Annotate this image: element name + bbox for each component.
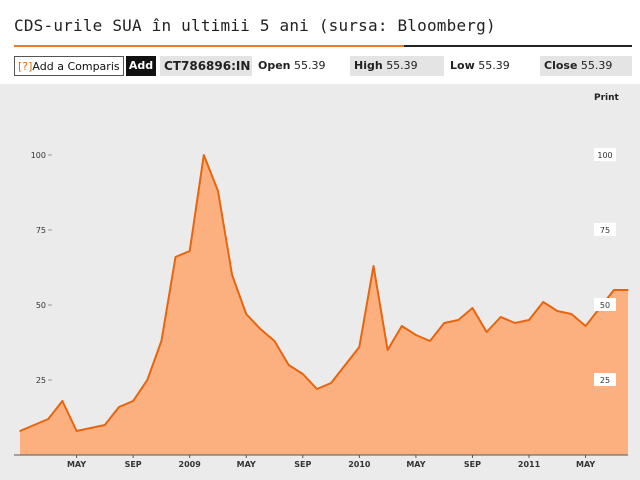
data-point-2008-05: [75, 430, 78, 432]
help-icon[interactable]: [?]: [18, 60, 33, 73]
high-label: High: [354, 59, 383, 72]
y-tick-label-left: 25: [36, 376, 46, 385]
x-tick-label: SEP: [464, 460, 481, 469]
title-rule: [270, 45, 632, 47]
y-tick-label-right: 75: [600, 226, 610, 235]
data-point-2010-10: [485, 331, 488, 333]
data-point-2008-01: [19, 430, 21, 432]
comparison-input[interactable]: [?]Add a Comparis: [14, 56, 124, 76]
add-comparison-button[interactable]: Add: [126, 56, 156, 76]
data-point-2010-03: [386, 349, 389, 351]
data-point-2011-05: [584, 325, 587, 327]
x-tick-label: MAY: [576, 460, 595, 469]
y-tick-label-right-bg: [594, 148, 616, 161]
data-point-2011-04: [570, 313, 573, 315]
high-stat: High 55.39: [350, 56, 444, 76]
data-point-2010-01: [358, 346, 361, 348]
data-point-2009-04: [231, 274, 233, 276]
quote-toolbar: [?]Add a Comparis Add CT786896:IN Open 5…: [0, 54, 640, 78]
data-point-2008-10: [146, 379, 149, 381]
data-point-2011-08: [627, 289, 629, 291]
data-point-2011-03: [556, 310, 559, 312]
data-point-2010-05: [415, 334, 417, 336]
data-point-2009-02: [203, 154, 205, 156]
y-tick-label-right: 25: [600, 376, 610, 385]
close-stat: Close 55.39: [540, 56, 632, 76]
data-point-2009-10: [316, 388, 318, 390]
data-point-2009-12: [344, 364, 347, 366]
data-point-2008-07: [104, 424, 106, 426]
y-tick-label-right: 50: [600, 301, 610, 310]
data-point-2009-08: [287, 364, 290, 366]
data-point-2009-05: [245, 313, 247, 315]
data-point-2008-03: [47, 418, 50, 420]
data-point-2008-04: [61, 400, 64, 402]
data-point-2010-04: [401, 325, 403, 327]
title-accent-rule: [14, 45, 404, 47]
data-point-2011-07: [613, 289, 615, 291]
y-tick-label-left: 50: [36, 301, 46, 310]
comparison-placeholder: Add a Comparis: [32, 60, 120, 73]
y-tick-label-left: 75: [36, 226, 46, 235]
y-tick-label-right-bg: [594, 373, 616, 386]
data-point-2009-01: [188, 250, 191, 252]
series-area: [20, 155, 628, 455]
ticker-symbol: CT786896:IN: [160, 56, 252, 76]
data-point-2009-11: [330, 382, 332, 384]
y-tick-label-right-bg: [594, 298, 616, 311]
data-point-2008-08: [118, 406, 120, 408]
data-point-2008-02: [33, 424, 35, 426]
data-point-2009-03: [217, 190, 219, 192]
open-value: 55.39: [294, 59, 326, 72]
data-point-2011-02: [542, 301, 544, 303]
data-point-2008-11: [160, 340, 163, 342]
data-point-2010-11: [499, 316, 502, 318]
y-tick-label-right: 100: [597, 151, 612, 160]
data-point-2010-06: [429, 340, 431, 342]
data-point-2009-07: [273, 340, 276, 342]
x-tick-label: SEP: [125, 460, 142, 469]
x-tick-label: SEP: [294, 460, 311, 469]
data-point-2010-02: [372, 265, 375, 267]
x-tick-label: MAY: [406, 460, 425, 469]
data-point-2008-12: [174, 256, 177, 258]
x-tick-label: 2009: [179, 460, 202, 469]
y-tick-label-right-bg: [594, 223, 616, 236]
x-tick-label: 2010: [348, 460, 371, 469]
open-label: Open: [258, 59, 291, 72]
low-stat: Low 55.39: [446, 56, 538, 76]
data-point-2011-01: [528, 319, 530, 321]
print-button[interactable]: Print: [594, 93, 619, 103]
chart-title: CDS-urile SUA în ultimii 5 ani (sursa: B…: [14, 16, 496, 35]
data-point-2010-08: [457, 319, 460, 321]
low-value: 55.39: [478, 59, 510, 72]
high-value: 55.39: [386, 59, 418, 72]
close-value: 55.39: [580, 59, 613, 72]
data-point-2010-12: [514, 322, 516, 324]
data-point-2009-06: [259, 328, 262, 330]
data-point-2008-06: [89, 427, 92, 429]
x-tick-label: MAY: [67, 460, 86, 469]
data-point-2010-07: [443, 322, 446, 324]
data-point-2009-09: [302, 373, 304, 375]
open-stat: Open 55.39: [254, 56, 346, 76]
x-tick-label: MAY: [237, 460, 256, 469]
x-tick-label: 2011: [518, 460, 541, 469]
y-tick-label-left: 100: [31, 151, 46, 160]
series-line: [19, 154, 628, 432]
data-point-2008-09: [132, 400, 134, 402]
low-label: Low: [450, 59, 475, 72]
close-label: Close: [544, 59, 578, 72]
data-point-2010-09: [471, 307, 474, 309]
